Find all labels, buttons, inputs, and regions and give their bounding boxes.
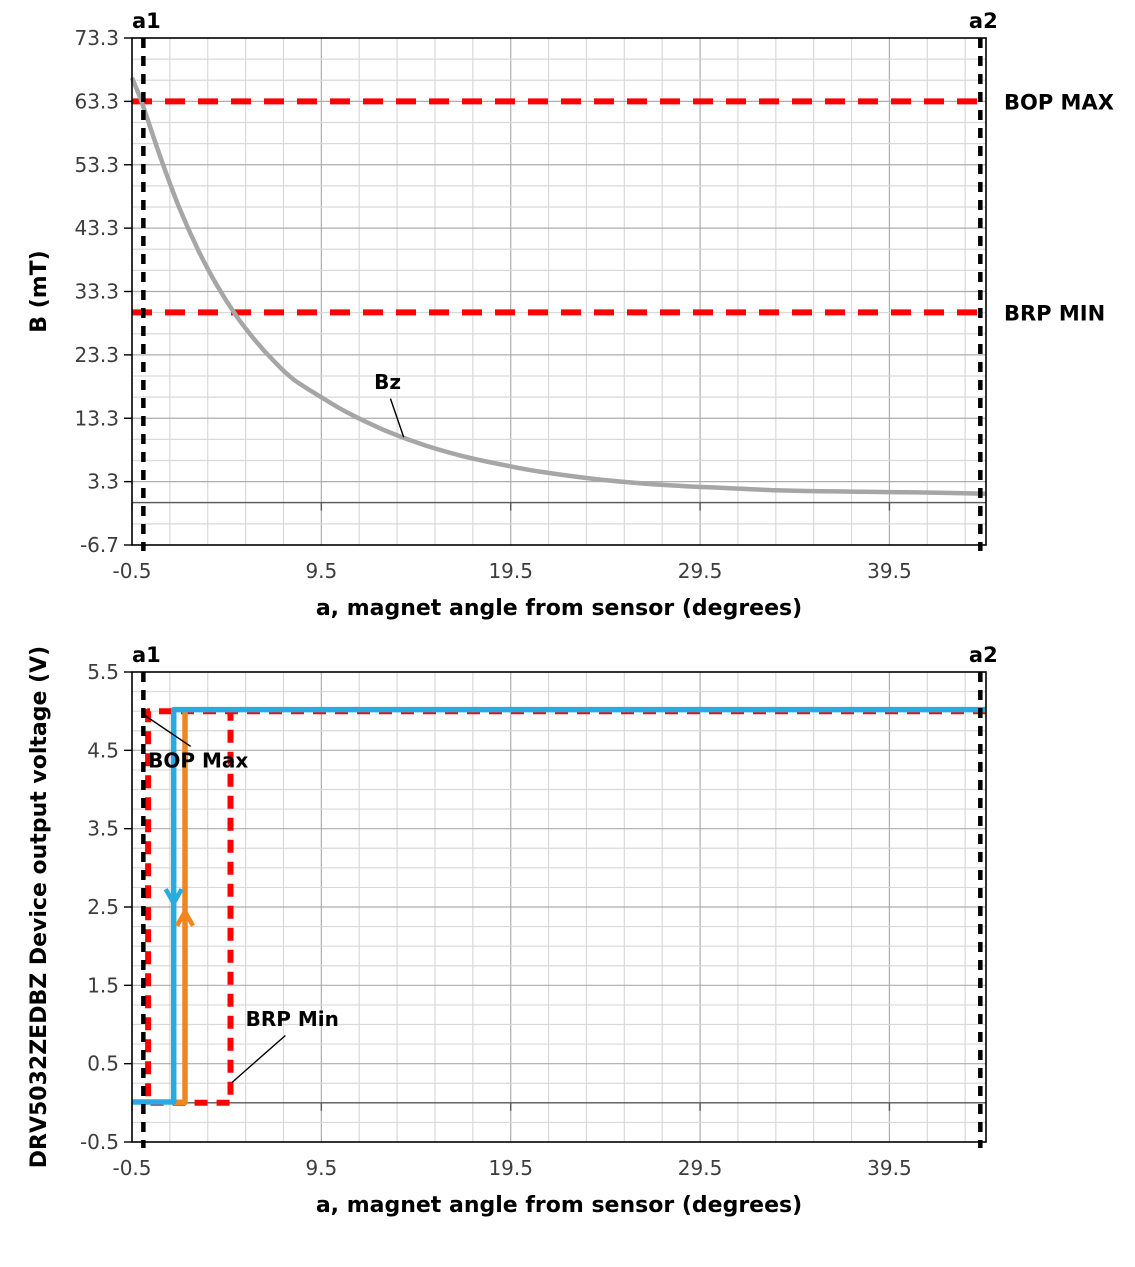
a1-marker-label: a1	[132, 643, 161, 667]
x-tick-label: 29.5	[678, 559, 723, 583]
x-tick-label: 9.5	[305, 1156, 337, 1180]
y-tick-label: 4.5	[87, 738, 119, 762]
y-tick-label: 43.3	[74, 216, 119, 240]
falling-direction-arrow	[163, 887, 184, 908]
bz-label-leader	[389, 398, 405, 438]
rising-direction-arrow	[175, 907, 195, 927]
y-tick-label: -0.5	[80, 1130, 119, 1154]
brp-min-line-label: BRP MIN	[1004, 301, 1105, 325]
x-axis-title: a, magnet angle from sensor (degrees)	[316, 1193, 802, 1218]
zero-axis-line	[131, 501, 986, 511]
y-tick-label: 13.3	[74, 406, 119, 430]
y-tick-label: 1.5	[87, 973, 119, 997]
a2-marker-label: a2	[969, 9, 998, 33]
output-falling-angle	[132, 706, 986, 1105]
x-tick-label: 19.5	[488, 559, 533, 583]
x-tick-label: -0.5	[112, 1156, 151, 1180]
y-tick-label: 63.3	[74, 89, 119, 113]
x-tick-label: -0.5	[112, 559, 151, 583]
b-field-chart: BOP MAX BRP MIN a1 a2 Bz -0.5 9.5 19.5 29.5 39.5 7…	[27, 9, 1114, 621]
y-axis-title: B (mT)	[27, 250, 52, 332]
y-tick-label: 0.5	[87, 1052, 119, 1076]
x-tick-label: 39.5	[867, 1156, 912, 1180]
y-tick-label: -6.7	[80, 533, 119, 557]
y-axis-title: DRV5032ZEDBZ Device output voltage (V)	[27, 646, 52, 1168]
y-tick-label: 33.3	[74, 280, 119, 304]
y-tick-label: 3.3	[87, 470, 119, 494]
x-tick-label: 19.5	[488, 1156, 533, 1180]
y-tick-label: 2.5	[87, 895, 119, 919]
y-tick-label: 3.5	[87, 817, 119, 841]
output-voltage-chart: a1 a2 BOP Max BRP Min -0.5 9.5 19.5 29.5 39.5 5.5…	[27, 643, 998, 1218]
y-tick-label: 53.3	[74, 153, 119, 177]
x-axis-title: a, magnet angle from sensor (degrees)	[316, 596, 802, 621]
a1-marker-label: a1	[132, 9, 161, 33]
zero-axis-line	[131, 1102, 986, 1111]
x-tick-label: 39.5	[867, 559, 912, 583]
y-tick-label: 23.3	[74, 343, 119, 367]
brp-min-label: BRP Min	[246, 1007, 339, 1031]
gridlines	[132, 672, 986, 1142]
bz-label: Bz	[374, 370, 401, 394]
bop-max-label: BOP Max	[148, 749, 248, 773]
brp-min-label-leader	[231, 1034, 286, 1083]
a2-marker-label: a2	[969, 643, 998, 667]
bz-curve	[129, 77, 987, 496]
tick-labels: -0.5 9.5 19.5 29.5 39.5 5.5 4.5 3.5 2.5 1.5 0.5 -0.…	[80, 660, 912, 1180]
tick-labels: -0.5 9.5 19.5 29.5 39.5 73.3 63.3 53.3 43.3 33.3 2…	[74, 26, 911, 583]
x-tick-label: 9.5	[305, 559, 337, 583]
output-rising-angle	[173, 711, 188, 1106]
bop-max-label-leader	[141, 712, 192, 747]
gridlines	[132, 38, 986, 545]
x-tick-label: 29.5	[678, 1156, 723, 1180]
y-tick-label: 73.3	[74, 26, 119, 50]
bop-max-line-label: BOP MAX	[1004, 90, 1114, 114]
y-tick-label: 5.5	[87, 660, 119, 684]
